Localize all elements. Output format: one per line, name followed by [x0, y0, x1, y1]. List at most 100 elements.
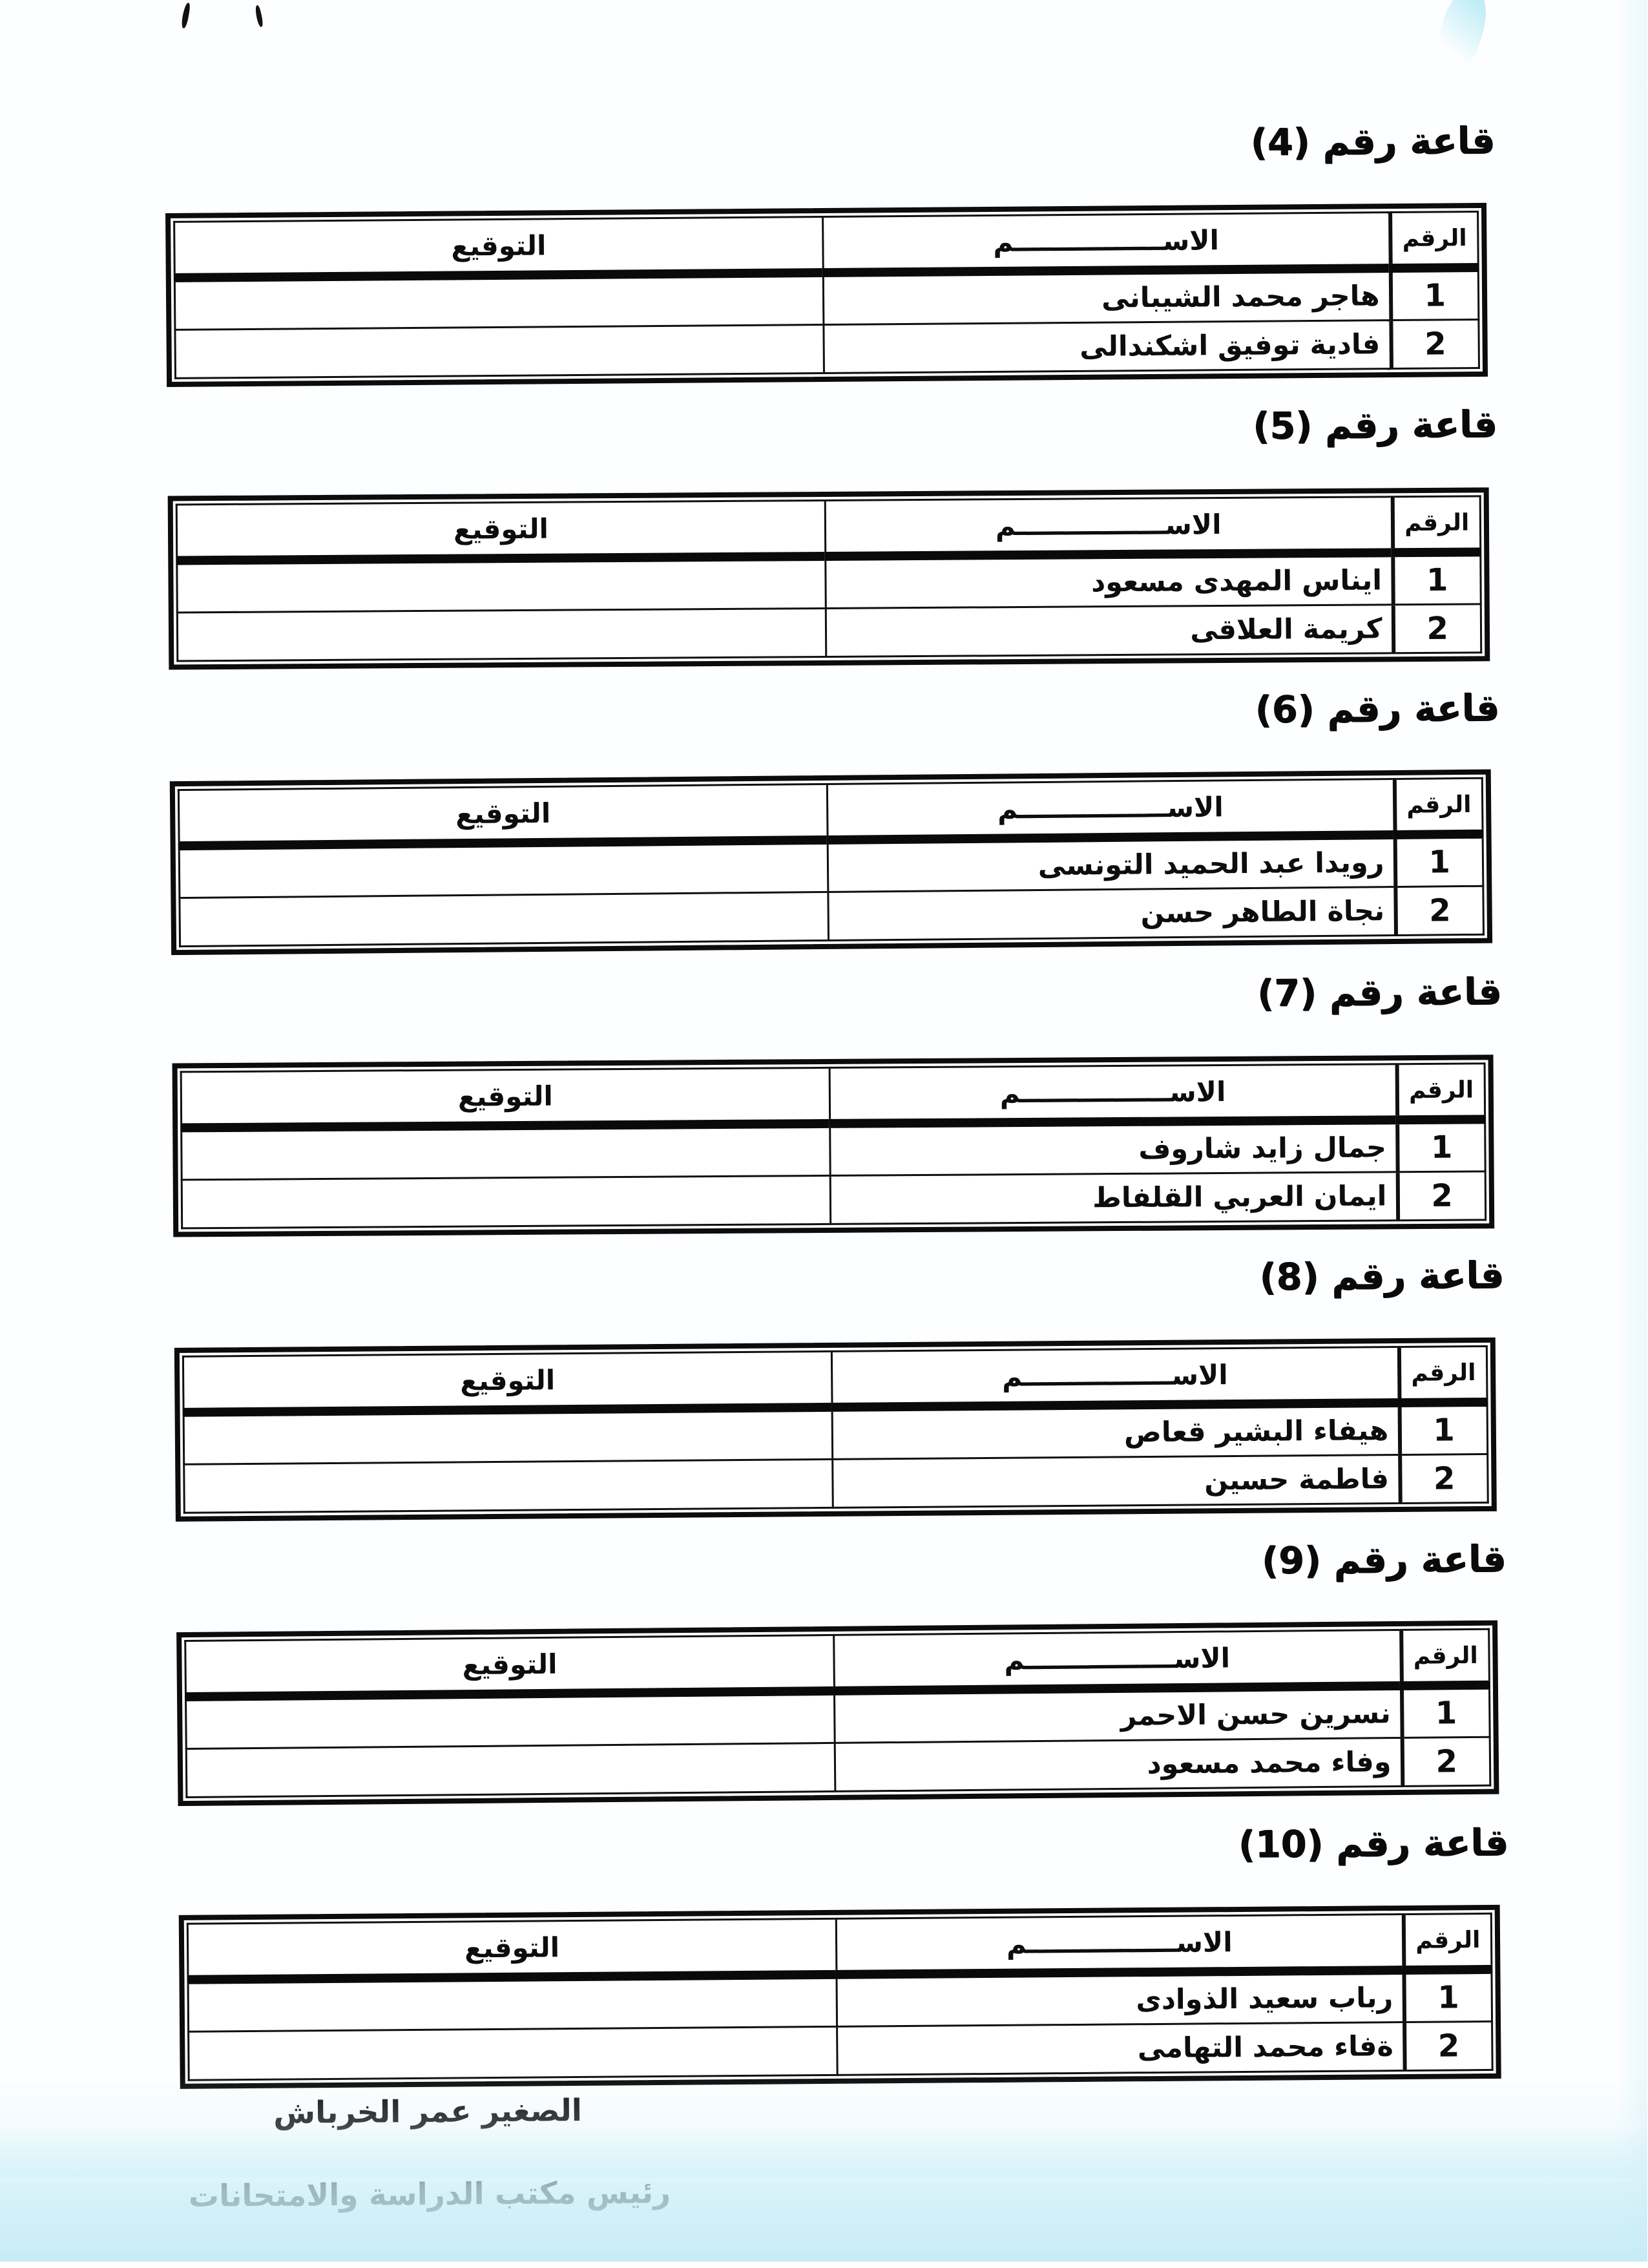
- table-row: 1 جمال زايد شاروف: [182, 1119, 1486, 1180]
- student-name-cell: فاطمة حسين: [833, 1454, 1401, 1508]
- table-header-row: الرقم الاســــــــــــــــم التوقيع: [174, 211, 1479, 278]
- column-header-name: الاســــــــــــــــم: [828, 779, 1396, 840]
- signature-cell: [182, 1123, 831, 1180]
- column-header-name: الاســــــــــــــــم: [832, 1347, 1401, 1407]
- column-header-name: الاســــــــــــــــم: [834, 1630, 1403, 1691]
- room-title: قاعة رقم (10): [1238, 1821, 1510, 1866]
- room-section: قاعة رقم (7) الرقم الاســــــــــــــــم…: [172, 966, 1503, 1238]
- scan-tint-right-edge: [1618, 0, 1648, 2262]
- seat-number-cell: 1: [1402, 1685, 1491, 1738]
- student-name-cell: نسرين حسن الاحمر: [835, 1685, 1403, 1743]
- table-row: 2 ةفاء محمد التهامى: [189, 2021, 1494, 2081]
- attendance-table: الرقم الاســــــــــــــــم التوقيع 1 نس…: [185, 1628, 1492, 1798]
- table-header-row: الرقم الاســــــــــــــــم التوقيع: [182, 1063, 1486, 1128]
- seat-number-cell: 1: [1404, 1969, 1493, 2022]
- signature-cell: [182, 1175, 831, 1228]
- attendance-table-frame: الرقم الاســــــــــــــــم التوقيع 1 رو…: [170, 769, 1494, 956]
- student-name-cell: نجاة الطاهر حسن: [828, 887, 1397, 941]
- signature-cell: [184, 1407, 833, 1465]
- student-name-cell: كريمة العلاقى: [826, 604, 1394, 657]
- student-name-cell: هيفاء البشير قعاص: [833, 1403, 1401, 1460]
- column-header-signature: التوقيع: [188, 1918, 837, 1980]
- table-row: 1 ايناس المهدى مسعود: [177, 552, 1482, 613]
- student-name-cell: رباب سعيد الذوادى: [837, 1969, 1405, 2027]
- student-name-cell: فادية توفيق اشكندالى: [824, 320, 1392, 373]
- signature-cell: [188, 1974, 838, 2032]
- attendance-table-frame: الرقم الاســــــــــــــــم التوقيع 1 نس…: [177, 1620, 1500, 1807]
- student-name-cell: رويدا عبد الحميد التونسى: [828, 834, 1396, 892]
- column-header-number: الرقم: [1404, 1913, 1492, 1970]
- attendance-table: الرقم الاســــــــــــــــم التوقيع 1 رب…: [187, 1913, 1494, 2081]
- attendance-table-frame: الرقم الاســــــــــــــــم التوقيع 1 هي…: [174, 1337, 1497, 1522]
- column-header-name: الاســــــــــــــــم: [830, 1064, 1398, 1124]
- room-section: قاعة رقم (9) الرقم الاســــــــــــــــم…: [176, 1533, 1507, 1807]
- column-header-number: الرقم: [1397, 1063, 1486, 1120]
- signature-cell: [175, 272, 824, 330]
- room-section: قاعة رقم (10) الرقم الاســــــــــــــــ…: [179, 1817, 1509, 2089]
- column-header-number: الرقم: [1395, 778, 1484, 835]
- table-header-row: الرقم الاســــــــــــــــم التوقيع: [188, 1913, 1492, 1980]
- attendance-table: الرقم الاســــــــــــــــم التوقيع 1 هي…: [183, 1345, 1490, 1514]
- room-title: قاعة رقم (5): [1253, 403, 1498, 448]
- room-title: قاعة رقم (4): [1251, 119, 1496, 164]
- attendance-table: الرقم الاســــــــــــــــم التوقيع 1 رو…: [178, 777, 1485, 947]
- column-header-name: الاســــــــــــــــم: [837, 1914, 1404, 1975]
- room-section: قاعة رقم (6) الرقم الاســــــــــــــــم…: [170, 682, 1500, 956]
- seat-number-cell: 2: [1398, 1171, 1486, 1221]
- signature-cell: [184, 1459, 834, 1513]
- student-name-cell: ايناس المهدى مسعود: [826, 552, 1394, 609]
- column-header-name: الاســــــــــــــــم: [826, 496, 1393, 556]
- attendance-table-frame: الرقم الاســــــــــــــــم التوقيع 1 اي…: [168, 487, 1491, 670]
- signature-cell: [180, 892, 829, 947]
- student-name-cell: ةفاء محمد التهامى: [837, 2022, 1406, 2075]
- room-sections: قاعة رقم (4) الرقم الاســــــــــــــــم…: [165, 115, 1509, 2089]
- signature-cell: [180, 839, 829, 898]
- seat-number-cell: 2: [1395, 886, 1485, 936]
- room-title: قاعة رقم (7): [1257, 970, 1503, 1015]
- student-name-cell: وفاء محمد مسعود: [835, 1738, 1403, 1792]
- signature-cell: [186, 1690, 836, 1749]
- table-header-row: الرقم الاســــــــــــــــم التوقيع: [177, 496, 1481, 561]
- signature-cell: [178, 608, 827, 661]
- column-header-signature: التوقيع: [174, 216, 824, 278]
- column-header-number: الرقم: [1393, 496, 1481, 553]
- table-row: 2 فاطمة حسين: [184, 1454, 1489, 1513]
- room-section: قاعة رقم (5) الرقم الاســــــــــــــــم…: [167, 399, 1498, 671]
- signature-cell: [175, 324, 825, 379]
- seat-number-cell: 1: [1397, 1119, 1486, 1172]
- student-name-cell: جمال زايد شاروف: [830, 1120, 1399, 1176]
- attendance-table-frame: الرقم الاســــــــــــــــم التوقيع 1 ها…: [166, 202, 1489, 387]
- attendance-table: الرقم الاســــــــــــــــم التوقيع 1 جم…: [181, 1062, 1488, 1229]
- scan-tint-bottom: [0, 2126, 1648, 2262]
- room-section: قاعة رقم (8) الرقم الاســــــــــــــــم…: [174, 1250, 1505, 1522]
- signature-cell: [187, 1743, 836, 1798]
- column-header-signature: التوقيع: [182, 1067, 831, 1128]
- attendance-table: الرقم الاســــــــــــــــم التوقيع 1 اي…: [176, 495, 1483, 662]
- table-header-row: الرقم الاســــــــــــــــم التوقيع: [183, 1346, 1488, 1412]
- seat-number-cell: 2: [1400, 1454, 1489, 1504]
- seat-number-cell: 2: [1404, 2021, 1494, 2071]
- column-header-number: الرقم: [1390, 211, 1479, 269]
- column-header-signature: التوقيع: [183, 1351, 833, 1412]
- table-row: 2 ايمان العربي القلفاط: [182, 1171, 1486, 1228]
- room-title: قاعة رقم (8): [1260, 1254, 1505, 1299]
- attendance-table: الرقم الاســــــــــــــــم التوقيع 1 ها…: [174, 211, 1481, 379]
- column-header-number: الرقم: [1399, 1346, 1488, 1403]
- attendance-table-frame: الرقم الاســــــــــــــــم التوقيع 1 رب…: [179, 1904, 1502, 2089]
- column-header-number: الرقم: [1401, 1629, 1490, 1686]
- room-section: قاعة رقم (4) الرقم الاســــــــــــــــم…: [165, 115, 1496, 387]
- signature-cell: [189, 2026, 839, 2081]
- seat-number-cell: 2: [1391, 319, 1480, 369]
- table-row: 2 فادية توفيق اشكندالى: [175, 319, 1480, 379]
- seat-number-cell: 1: [1395, 834, 1484, 887]
- seat-number-cell: 1: [1400, 1402, 1488, 1455]
- column-header-signature: التوقيع: [185, 1635, 835, 1697]
- attendance-table-frame: الرقم الاســــــــــــــــم التوقيع 1 جم…: [172, 1055, 1496, 1237]
- column-header-signature: التوقيع: [177, 500, 826, 561]
- room-title: قاعة رقم (9): [1262, 1537, 1507, 1582]
- column-header-name: الاســــــــــــــــم: [823, 212, 1392, 273]
- column-header-signature: التوقيع: [179, 784, 829, 846]
- table-row: 2 كريمة العلاقى: [178, 604, 1482, 661]
